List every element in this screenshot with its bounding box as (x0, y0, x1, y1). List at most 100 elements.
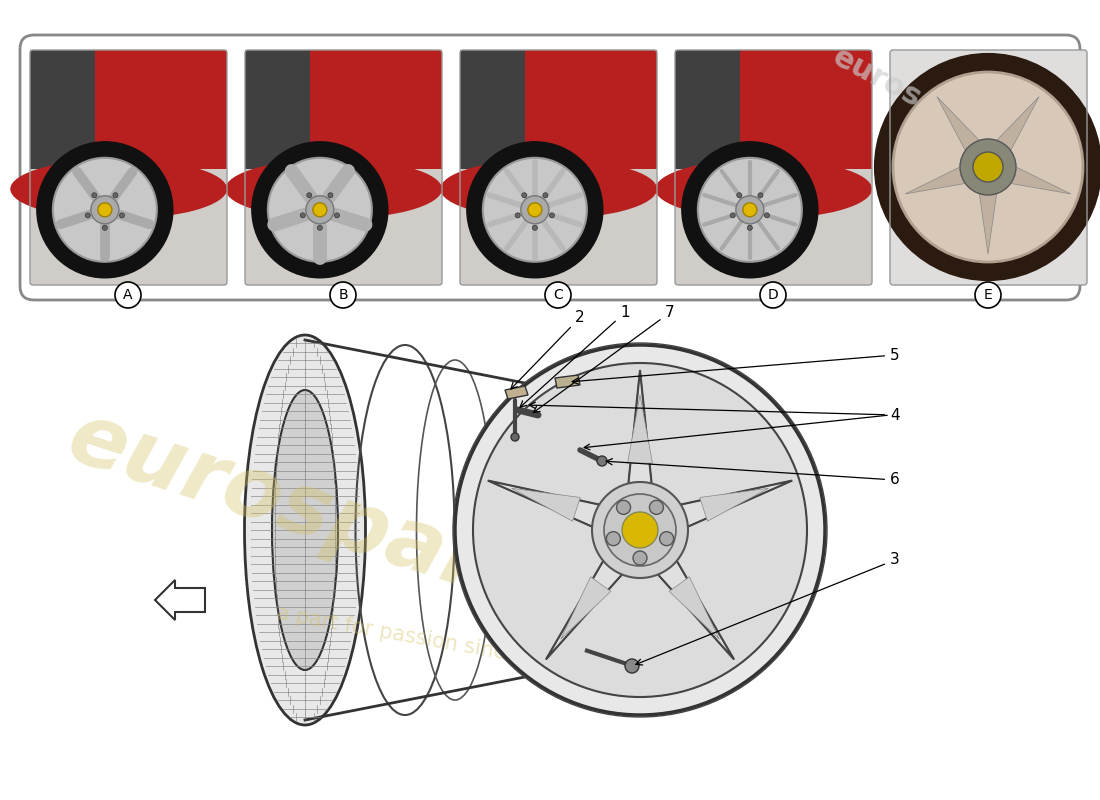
Circle shape (597, 456, 607, 466)
Circle shape (53, 158, 157, 262)
Polygon shape (1011, 167, 1070, 194)
Text: A: A (123, 288, 133, 302)
Bar (525, 50, 657, 179)
Text: a part for passion since 196...: a part for passion since 196... (275, 603, 585, 677)
Bar (95, 50, 227, 179)
Circle shape (328, 193, 333, 198)
Circle shape (544, 282, 571, 308)
Circle shape (91, 196, 119, 224)
Circle shape (550, 213, 554, 218)
Polygon shape (627, 395, 652, 463)
Circle shape (974, 152, 1003, 182)
Circle shape (876, 55, 1100, 279)
Text: D: D (768, 288, 779, 302)
Text: since 196...: since 196... (905, 127, 1015, 193)
Circle shape (682, 142, 818, 278)
Circle shape (747, 226, 752, 230)
Bar (675, 50, 740, 179)
Polygon shape (512, 488, 581, 521)
Text: 2: 2 (510, 310, 585, 389)
Polygon shape (505, 386, 528, 399)
Circle shape (632, 551, 647, 565)
FancyBboxPatch shape (20, 35, 1080, 300)
Circle shape (116, 282, 141, 308)
Text: eurospares: eurospares (828, 42, 1012, 158)
Circle shape (616, 500, 630, 514)
Bar (675, 169, 872, 285)
Text: C: C (553, 288, 563, 302)
Circle shape (649, 500, 663, 514)
Ellipse shape (272, 390, 338, 670)
Ellipse shape (510, 387, 560, 673)
Text: 5: 5 (572, 347, 900, 384)
Ellipse shape (440, 159, 657, 219)
Text: 4: 4 (529, 402, 900, 422)
Text: 6: 6 (606, 458, 900, 487)
Polygon shape (700, 488, 769, 521)
Polygon shape (155, 580, 205, 620)
Circle shape (483, 158, 587, 262)
Circle shape (758, 193, 763, 198)
Bar (245, 169, 442, 285)
Circle shape (764, 213, 770, 218)
Bar (30, 169, 227, 285)
Circle shape (85, 213, 90, 218)
Circle shape (592, 482, 688, 578)
Ellipse shape (10, 159, 227, 219)
Circle shape (528, 202, 542, 217)
Circle shape (604, 494, 676, 566)
Circle shape (742, 202, 757, 217)
Text: eurospares: eurospares (58, 397, 602, 643)
Circle shape (113, 193, 118, 198)
Circle shape (473, 363, 807, 697)
Circle shape (515, 213, 520, 218)
Circle shape (760, 282, 786, 308)
Bar (890, 50, 1087, 285)
Polygon shape (658, 561, 734, 659)
Polygon shape (669, 577, 719, 639)
Bar (460, 50, 525, 179)
Circle shape (625, 659, 639, 673)
Bar (30, 50, 227, 285)
Circle shape (330, 282, 356, 308)
Polygon shape (546, 561, 622, 659)
Text: 7: 7 (534, 305, 674, 413)
Polygon shape (979, 194, 997, 254)
Circle shape (37, 142, 173, 278)
Ellipse shape (244, 335, 365, 725)
Polygon shape (561, 577, 610, 639)
Bar (460, 169, 657, 285)
Circle shape (521, 193, 527, 198)
Polygon shape (905, 167, 966, 194)
Circle shape (268, 158, 372, 262)
Circle shape (960, 139, 1016, 195)
Circle shape (660, 532, 673, 546)
Circle shape (252, 142, 388, 278)
Polygon shape (997, 97, 1040, 150)
Bar (460, 50, 657, 285)
Circle shape (621, 512, 658, 548)
Circle shape (543, 193, 548, 198)
Circle shape (312, 202, 327, 217)
Circle shape (306, 196, 334, 224)
Bar (245, 50, 310, 179)
Circle shape (606, 532, 620, 546)
Polygon shape (487, 481, 600, 526)
Text: 1: 1 (520, 305, 630, 407)
Text: B: B (338, 288, 348, 302)
Circle shape (98, 202, 112, 217)
Circle shape (334, 213, 340, 218)
Circle shape (120, 213, 124, 218)
Text: E: E (983, 288, 992, 302)
Polygon shape (556, 375, 580, 388)
Circle shape (521, 196, 549, 224)
Circle shape (318, 226, 322, 230)
Circle shape (975, 282, 1001, 308)
Circle shape (730, 213, 735, 218)
Circle shape (512, 433, 519, 441)
Circle shape (736, 196, 763, 224)
Circle shape (300, 213, 305, 218)
Circle shape (737, 193, 741, 198)
Circle shape (466, 142, 603, 278)
Bar (890, 50, 1087, 285)
